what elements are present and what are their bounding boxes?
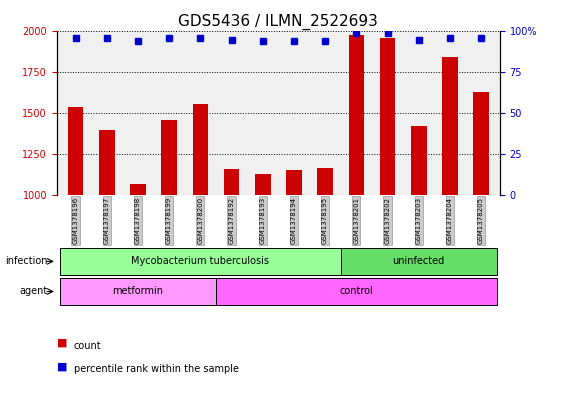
Text: GSM1378205: GSM1378205	[478, 197, 484, 244]
Text: percentile rank within the sample: percentile rank within the sample	[74, 364, 239, 375]
Bar	[255, 174, 270, 195]
Bar	[380, 38, 395, 195]
Bar	[318, 168, 333, 195]
Text: GSM1378199: GSM1378199	[166, 197, 172, 244]
Text: GSM1378203: GSM1378203	[416, 197, 421, 244]
Title: GDS5436 / ILMN_2522693: GDS5436 / ILMN_2522693	[178, 14, 378, 30]
Bar	[224, 169, 239, 195]
Bar	[130, 184, 146, 195]
Text: GSM1378195: GSM1378195	[322, 197, 328, 244]
Bar	[442, 57, 458, 195]
Text: GSM1378197: GSM1378197	[104, 197, 110, 244]
Bar	[349, 35, 364, 195]
Bar	[99, 130, 115, 195]
Bar	[286, 170, 302, 195]
Bar	[161, 121, 177, 195]
Text: ■: ■	[57, 338, 67, 348]
Bar	[473, 92, 489, 195]
Text: GSM1378194: GSM1378194	[291, 197, 297, 244]
Bar	[193, 104, 208, 195]
Text: GSM1378198: GSM1378198	[135, 197, 141, 244]
Text: count: count	[74, 341, 102, 351]
Text: GSM1378201: GSM1378201	[353, 197, 360, 244]
Bar	[411, 126, 427, 195]
FancyBboxPatch shape	[216, 278, 497, 305]
Text: agent: agent	[19, 286, 48, 296]
Text: control: control	[340, 286, 373, 296]
Text: infection: infection	[5, 256, 48, 266]
Text: GSM1378192: GSM1378192	[228, 197, 235, 244]
Text: GSM1378202: GSM1378202	[385, 197, 391, 244]
Text: GSM1378200: GSM1378200	[197, 197, 203, 244]
FancyBboxPatch shape	[60, 248, 341, 275]
FancyBboxPatch shape	[60, 278, 216, 305]
Text: ■: ■	[57, 362, 67, 371]
Text: GSM1378196: GSM1378196	[73, 197, 78, 244]
Text: uninfected: uninfected	[392, 256, 445, 266]
Text: metformin: metformin	[112, 286, 164, 296]
Text: Mycobacterium tuberculosis: Mycobacterium tuberculosis	[131, 256, 269, 266]
FancyBboxPatch shape	[341, 248, 497, 275]
Bar	[68, 107, 83, 195]
Text: GSM1378204: GSM1378204	[447, 197, 453, 244]
Text: GSM1378193: GSM1378193	[260, 197, 266, 244]
